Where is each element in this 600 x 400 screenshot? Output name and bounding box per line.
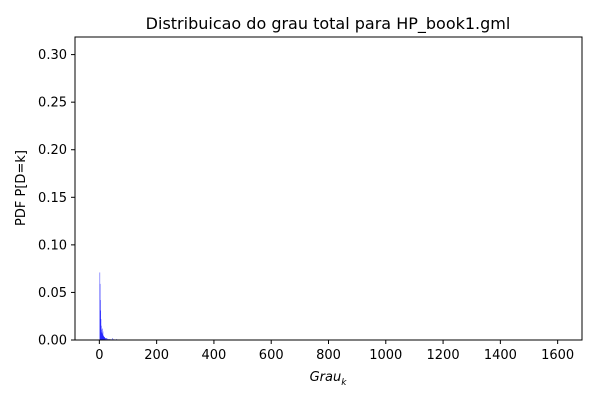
y-tick-label: 0.30: [38, 48, 67, 63]
x-axis-label: Grauk: [310, 370, 348, 388]
x-tick-label: 600: [259, 348, 284, 363]
bar: [112, 338, 113, 340]
y-tick-label: 0.20: [38, 143, 67, 158]
x-tick-label: 0: [95, 348, 103, 363]
y-tick-label: 0.15: [38, 191, 67, 206]
bar: [104, 338, 106, 340]
x-tick-label: 400: [202, 348, 227, 363]
x-ticks: 0 200 400 600 800 1000 1200 1400 1600: [95, 340, 574, 363]
y-tick-label: 0.05: [38, 286, 67, 301]
x-tick-label: 1400: [484, 348, 517, 363]
y-tick-label: 0.10: [38, 238, 67, 253]
x-tick-label: 200: [144, 348, 169, 363]
bar: [106, 338, 108, 340]
x-tick-label: 800: [316, 348, 341, 363]
y-axis-label: PDF P[D=k]: [14, 150, 29, 226]
y-tick-label: 0.25: [38, 96, 67, 111]
bar: [106, 338, 107, 340]
x-axis-label-main: Grau: [310, 370, 342, 385]
plot-frame: [74, 36, 583, 341]
chart-title: Distribuicao do grau total para HP_book1…: [146, 14, 511, 34]
y-ticks: 0.00 0.05 0.10 0.15 0.20 0.25 0.30: [38, 48, 75, 349]
x-tick-label: 1600: [541, 348, 574, 363]
x-axis-label-subscript: k: [341, 378, 347, 388]
y-tick-label: 0.00: [38, 334, 67, 349]
x-tick-label: 1000: [369, 348, 402, 363]
bar: [105, 338, 107, 340]
x-tick-label: 1200: [427, 348, 460, 363]
